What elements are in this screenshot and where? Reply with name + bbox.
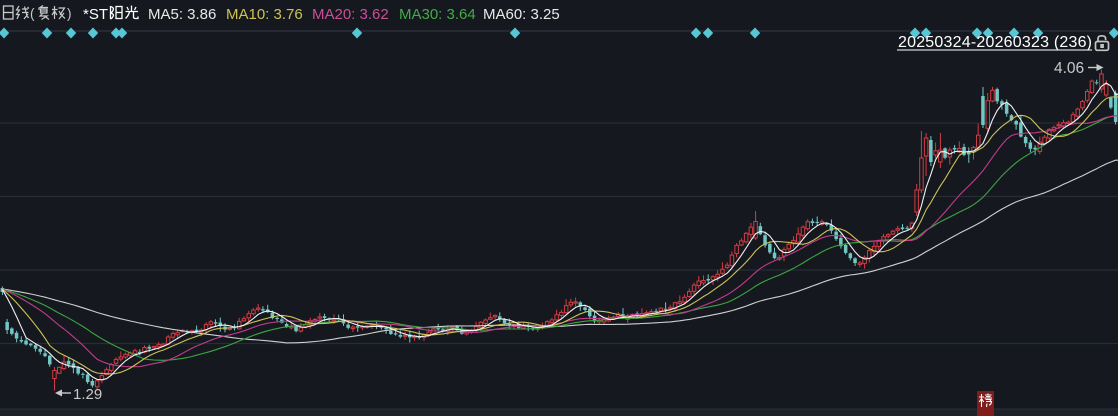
svg-text:MA60: 3.25: MA60: 3.25 <box>483 6 560 23</box>
svg-text:1.29: 1.29 <box>73 386 102 403</box>
svg-text:20250324-20260323 (236): 20250324-20260323 (236) <box>898 34 1092 51</box>
svg-text:MA20: 3.62: MA20: 3.62 <box>312 6 389 23</box>
svg-text:MA30: 3.64: MA30: 3.64 <box>399 6 476 23</box>
svg-text:(: ( <box>30 6 35 21</box>
svg-text:MA10: 3.76: MA10: 3.76 <box>226 6 303 23</box>
svg-text:MA5: 3.86: MA5: 3.86 <box>148 6 216 23</box>
svg-text:*ST: *ST <box>83 6 108 23</box>
svg-text:4.06: 4.06 <box>1054 60 1084 77</box>
svg-text:): ) <box>67 6 72 21</box>
